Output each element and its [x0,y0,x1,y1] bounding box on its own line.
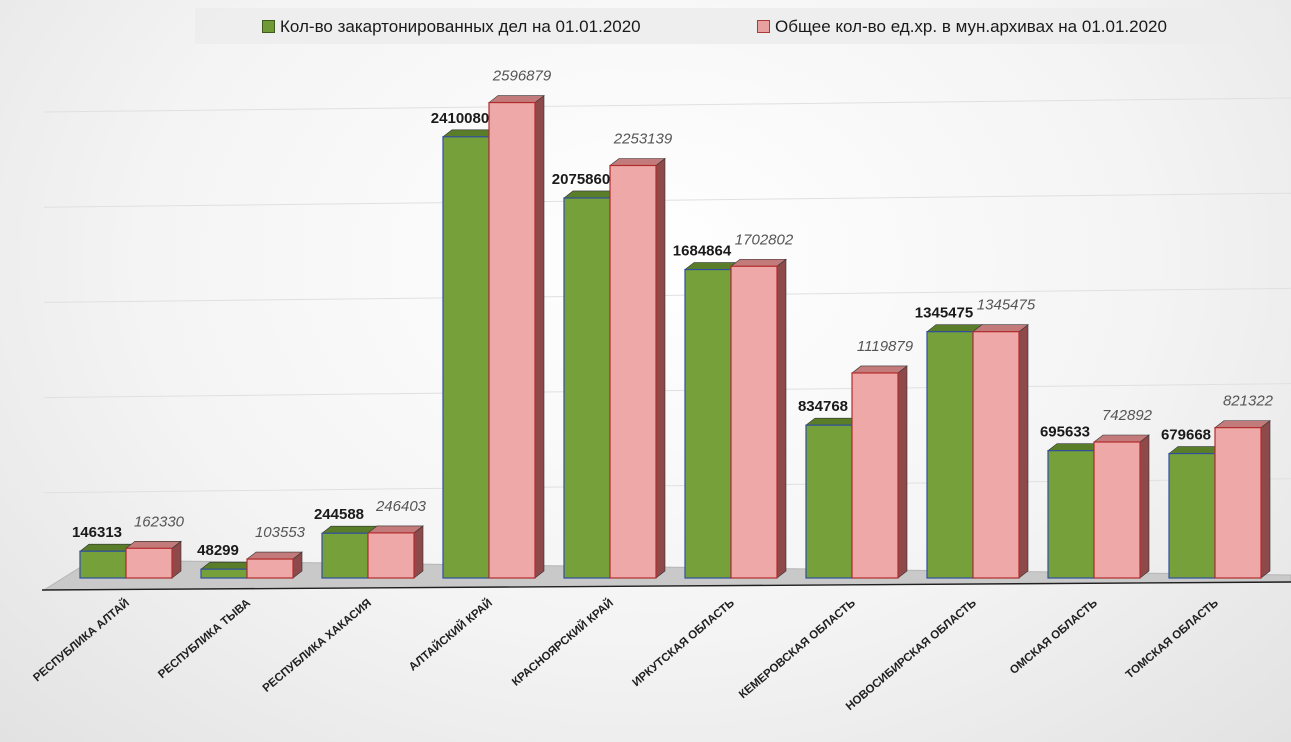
bar-side [897,365,908,579]
bar-side [1260,420,1271,579]
gridline [43,97,1291,113]
bar-top [367,525,424,534]
bar-cartoned [321,532,369,579]
bar-top [1093,434,1150,443]
data-label-total: 821322 [1223,393,1274,410]
x-tick-label: РЕСПУБЛИКА ХАКАСИЯ [261,597,374,695]
gridline [43,287,1291,303]
gridline [43,192,1291,208]
data-label-total: 1119879 [857,338,914,355]
bar-side [1139,434,1150,579]
legend [195,8,1275,44]
data-label-cartoned: 834768 [798,398,848,415]
bar-total [1214,427,1262,579]
bar-top [488,95,545,103]
data-label-cartoned: 1684864 [673,243,732,260]
legend-label-total: Общее кол-во ед.хр. в мун.архивах на 01.… [775,17,1167,36]
bar-total [367,532,415,579]
bar-side [776,258,787,579]
bar-total [488,101,536,579]
data-label-cartoned: 244588 [314,506,364,523]
bar-top [926,324,983,332]
legend-entry-cartoned: Кол-во закартонированных дел на 01.01.20… [262,17,641,37]
legend-swatch-green [262,20,275,33]
bar-cartoned [805,424,853,579]
data-label-total: 2253139 [613,131,673,148]
bar-total [1093,441,1141,579]
bar-cartoned [563,197,611,579]
data-label-total: 2596879 [492,68,552,85]
x-tick-label: ОМСКАЯ ОБЛАСТЬ [1008,597,1100,677]
x-tick-label: РЕСПУБЛИКА АЛТАЙ [31,596,132,684]
data-label-cartoned: 2075860 [552,171,610,188]
bar-total [125,547,173,579]
legend-label-cartoned: Кол-во закартонированных дел на 01.01.20… [280,17,641,36]
data-label-cartoned: 48299 [197,542,239,559]
x-axis-line [41,581,1291,591]
data-label-total: 1702802 [735,231,794,248]
data-label-total: 742892 [1102,407,1153,424]
bar-total [851,372,899,579]
data-label-cartoned: 146313 [72,524,122,541]
bar-total [609,164,657,579]
x-tick-label: НОВОСИБИРСКАЯ ОБЛАСТЬ [844,597,979,713]
bar-top [246,551,303,560]
bar-cartoned [1047,450,1095,579]
bar-total [972,331,1020,579]
bar-side [534,94,545,579]
bar-cartoned [200,568,248,579]
x-tick-label: КРАСНОЯРСКИЙ КРАЙ [509,596,615,688]
legend-entry-total: Общее кол-во ед.хр. в мун.архивах на 01.… [757,17,1167,37]
bar-cartoned [684,268,732,579]
bar-cartoned [79,550,127,579]
legend-swatch-pink [757,20,770,33]
data-label-cartoned: 2410080 [431,110,489,127]
bar-cartoned [926,331,974,579]
bar-total [246,558,294,579]
bar-side [1018,324,1029,579]
data-label-cartoned: 679668 [1161,427,1211,444]
bar-cartoned [442,136,490,579]
bar-cartoned [1168,452,1216,579]
x-tick-label: ИРКУТСКАЯ ОБЛАСТЬ [631,597,737,689]
bar-top [125,540,182,549]
x-tick-label: КЕМЕРОВСКАЯ ОБЛАСТЬ [737,597,858,701]
data-label-total: 1345475 [977,297,1036,314]
data-label-cartoned: 695633 [1040,424,1090,441]
data-label-total: 103553 [255,524,306,541]
x-tick-label: РЕСПУБЛИКА ТЫВА [156,597,253,681]
bar-side [655,157,666,579]
data-label-total: 162330 [134,513,185,530]
x-tick-label: ТОМСКАЯ ОБЛАСТЬ [1124,597,1221,681]
bar-top [1214,420,1271,428]
data-label-cartoned: 1345475 [915,305,973,322]
bar-top [851,365,908,374]
bar-top [609,158,666,166]
bar-side [413,525,424,579]
bar-top [730,258,787,267]
gridline [43,383,1291,399]
bar-top [972,324,1029,332]
bar-total [730,265,778,579]
x-tick-label: АЛТАЙСКИЙ КРАЙ [406,596,495,673]
data-label-total: 246403 [375,498,427,515]
